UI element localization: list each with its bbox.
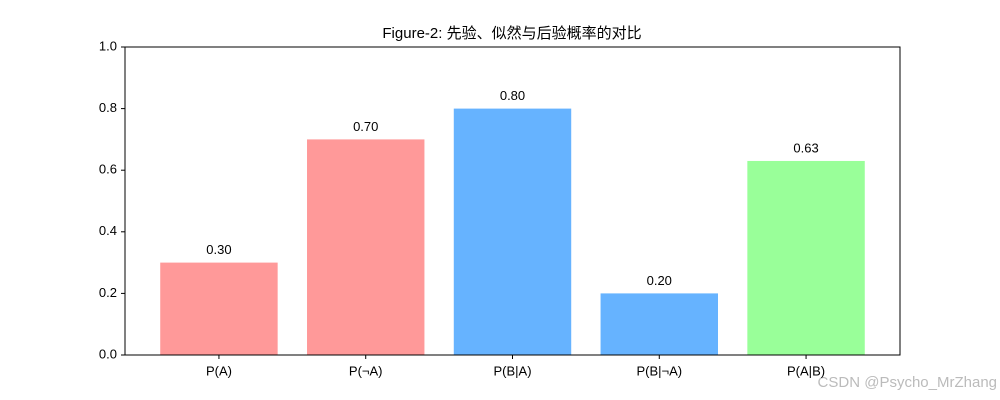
x-tick-label: P(A) — [206, 363, 232, 378]
y-tick-label: 0.4 — [99, 223, 117, 238]
bar — [307, 139, 425, 355]
x-tick-label: P(A|B) — [787, 363, 825, 378]
bar — [453, 108, 572, 355]
value-label: 0.70 — [353, 119, 378, 134]
value-label: 0.20 — [647, 273, 672, 288]
value-label: 0.63 — [793, 140, 818, 155]
y-tick-label: 1.0 — [99, 38, 117, 53]
value-label: 0.30 — [206, 242, 231, 257]
watermark: CSDN @Psycho_MrZhang — [818, 374, 997, 391]
bar — [747, 160, 865, 355]
value-label: 0.80 — [500, 88, 525, 103]
y-tick-label: 0.2 — [99, 285, 117, 300]
y-tick-label: 0.6 — [99, 162, 117, 177]
x-tick-label: P(¬A) — [349, 363, 383, 378]
chart-title: Figure-2: 先验、似然与后验概率的对比 — [382, 25, 641, 42]
y-tick-label: 0.0 — [99, 346, 117, 361]
x-tick-label: P(B|¬A) — [636, 363, 682, 378]
x-tick-label: P(B|A) — [493, 363, 531, 378]
y-tick-label: 0.8 — [99, 100, 117, 115]
plot-frame — [124, 46, 901, 356]
bar — [160, 262, 278, 355]
bar — [600, 293, 718, 355]
